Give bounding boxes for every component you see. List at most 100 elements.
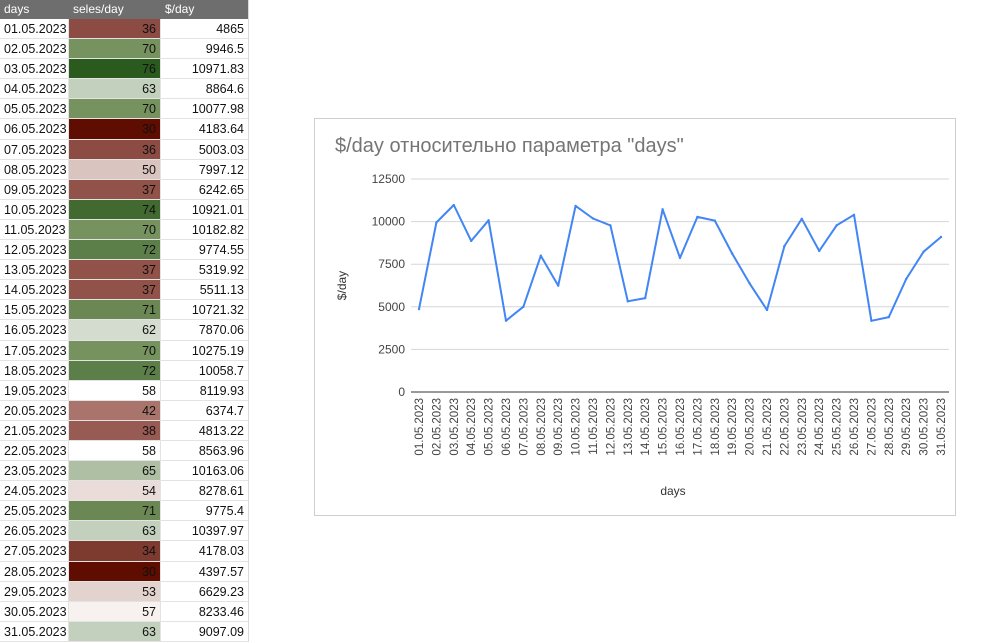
cell-sales[interactable]: 63 (69, 621, 161, 641)
cell-day[interactable]: 11.05.2023 (0, 219, 69, 240)
chart-card[interactable]: $/day относительно параметра "days" 0 250… (314, 118, 956, 516)
cell-day[interactable]: 18.05.2023 (0, 360, 69, 380)
cell-day[interactable]: 02.05.2023 (0, 39, 69, 59)
cell-usd[interactable]: 10921.01 (191, 202, 244, 217)
cell-usd[interactable]: 10397.97 (191, 524, 244, 539)
cell-usd[interactable]: 10077.98 (191, 102, 244, 117)
cell-day[interactable]: 28.05.2023 (0, 561, 69, 581)
cell-sales[interactable]: 42 (69, 400, 161, 420)
cell-usd[interactable]: 10971.83 (191, 62, 244, 77)
cell-day[interactable]: 31.05.2023 (0, 621, 69, 641)
cell-sales[interactable]: 58 (69, 380, 161, 400)
cell-usd[interactable]: 9097.09 (198, 624, 244, 639)
cell-usd[interactable]: 10163.06 (191, 464, 244, 479)
x-tick-label: 01.05.2023 (414, 398, 426, 456)
cell-usd[interactable]: 5511.13 (199, 283, 244, 298)
cell-day[interactable]: 01.05.2023 (0, 19, 69, 39)
cell-sales[interactable]: 71 (69, 501, 161, 521)
cell-day[interactable]: 19.05.2023 (0, 380, 69, 400)
cell-sales[interactable]: 30 (69, 119, 161, 139)
cell-sales[interactable]: 63 (69, 521, 161, 541)
cell-sales[interactable]: 38 (69, 420, 161, 440)
cell-sales[interactable]: 54 (69, 481, 161, 501)
cell-day[interactable]: 06.05.2023 (0, 119, 69, 139)
cell-day[interactable]: 03.05.2023 (0, 59, 69, 79)
cell-usd[interactable]: 4183.64 (198, 122, 244, 137)
cell-sales[interactable]: 36 (69, 139, 161, 159)
cell-day[interactable]: 05.05.2023 (0, 99, 69, 119)
cell-usd[interactable]: 10275.19 (191, 343, 244, 358)
cell-day[interactable]: 21.05.2023 (0, 420, 69, 440)
cell-day[interactable]: 13.05.2023 (0, 260, 69, 280)
cell-sales[interactable]: 70 (69, 219, 161, 240)
cell-sales[interactable]: 72 (69, 240, 161, 260)
cell-sales[interactable]: 70 (69, 340, 161, 360)
column-header-usd[interactable]: $/day (165, 2, 195, 16)
cell-usd[interactable]: 6374.7 (205, 403, 244, 418)
cell-sales[interactable]: 71 (69, 300, 161, 320)
cell-sales[interactable]: 70 (69, 99, 161, 119)
cell-usd[interactable]: 10721.32 (191, 303, 244, 318)
cell-usd[interactable]: 5319.92 (198, 263, 244, 278)
cell-usd[interactable]: 6629.23 (198, 584, 244, 599)
cell-sales[interactable]: 30 (69, 561, 161, 581)
cell-sales[interactable]: 36 (69, 19, 161, 39)
cell-sales[interactable]: 65 (69, 461, 161, 481)
table-row: 26.05.2023 63 10397.97 (0, 521, 248, 542)
cell-day[interactable]: 16.05.2023 (0, 320, 69, 340)
cell-usd[interactable]: 10058.7 (198, 363, 244, 378)
cell-sales[interactable]: 62 (69, 320, 161, 340)
cell-day[interactable]: 25.05.2023 (0, 501, 69, 521)
cell-day[interactable]: 08.05.2023 (0, 159, 69, 179)
cell-sales[interactable]: 37 (69, 179, 161, 199)
cell-usd[interactable]: 7870.06 (198, 323, 244, 338)
column-header-days[interactable]: days (4, 2, 30, 16)
cell-usd[interactable]: 5003.03 (198, 142, 244, 157)
cell-day[interactable]: 09.05.2023 (0, 179, 69, 199)
cell-day[interactable]: 07.05.2023 (0, 139, 69, 159)
cell-usd[interactable]: 8278.61 (198, 484, 244, 499)
cell-sales[interactable]: 70 (69, 39, 161, 59)
cell-usd[interactable]: 9775.4 (205, 504, 244, 519)
cell-usd[interactable]: 4813.22 (198, 423, 244, 438)
cell-day[interactable]: 29.05.2023 (0, 581, 69, 601)
cell-day[interactable]: 14.05.2023 (0, 280, 69, 300)
cell-sales[interactable]: 37 (69, 260, 161, 280)
cell-usd[interactable]: 9946.5 (205, 42, 244, 57)
cell-sales[interactable]: 58 (69, 440, 161, 461)
cell-day[interactable]: 23.05.2023 (0, 461, 69, 481)
cell-day[interactable]: 27.05.2023 (0, 541, 69, 561)
cell-day[interactable]: 24.05.2023 (0, 481, 69, 501)
cell-day[interactable]: 26.05.2023 (0, 521, 69, 541)
cell-day[interactable]: 17.05.2023 (0, 340, 69, 360)
cell-usd[interactable]: 8119.93 (199, 383, 244, 398)
cell-day[interactable]: 22.05.2023 (0, 440, 69, 461)
cell-sales[interactable]: 76 (69, 59, 161, 79)
cell-day[interactable]: 30.05.2023 (0, 601, 69, 621)
cell-sales[interactable]: 63 (69, 79, 161, 99)
cell-usd[interactable]: 6242.65 (198, 182, 244, 197)
cell-usd[interactable]: 8563.96 (198, 443, 244, 458)
cell-sales[interactable]: 57 (69, 601, 161, 621)
cell-usd[interactable]: 4178.03 (198, 544, 244, 559)
cell-sales[interactable]: 37 (69, 280, 161, 300)
cell-usd[interactable]: 4397.57 (198, 564, 244, 579)
cell-day[interactable]: 04.05.2023 (0, 79, 69, 99)
cell-usd[interactable]: 8864.6 (205, 82, 244, 97)
column-header-sales[interactable]: seles/day (73, 2, 124, 16)
cell-sales[interactable]: 50 (69, 159, 161, 179)
cell-sales[interactable]: 53 (69, 581, 161, 601)
cell-usd[interactable]: 7997.12 (198, 162, 244, 177)
cell-day[interactable]: 15.05.2023 (0, 300, 69, 320)
cell-day[interactable]: 20.05.2023 (0, 400, 69, 420)
cell-sales[interactable]: 74 (69, 199, 161, 219)
cell-sales[interactable]: 72 (69, 360, 161, 380)
cell-usd[interactable]: 10182.82 (191, 222, 244, 237)
table-row: 27.05.2023 34 4178.03 (0, 541, 248, 562)
cell-day[interactable]: 12.05.2023 (0, 240, 69, 260)
cell-usd[interactable]: 8233.46 (198, 604, 244, 619)
cell-sales[interactable]: 34 (69, 541, 161, 561)
cell-day[interactable]: 10.05.2023 (0, 199, 69, 219)
cell-usd[interactable]: 4865 (216, 22, 244, 36)
cell-usd[interactable]: 9774.55 (198, 243, 244, 258)
